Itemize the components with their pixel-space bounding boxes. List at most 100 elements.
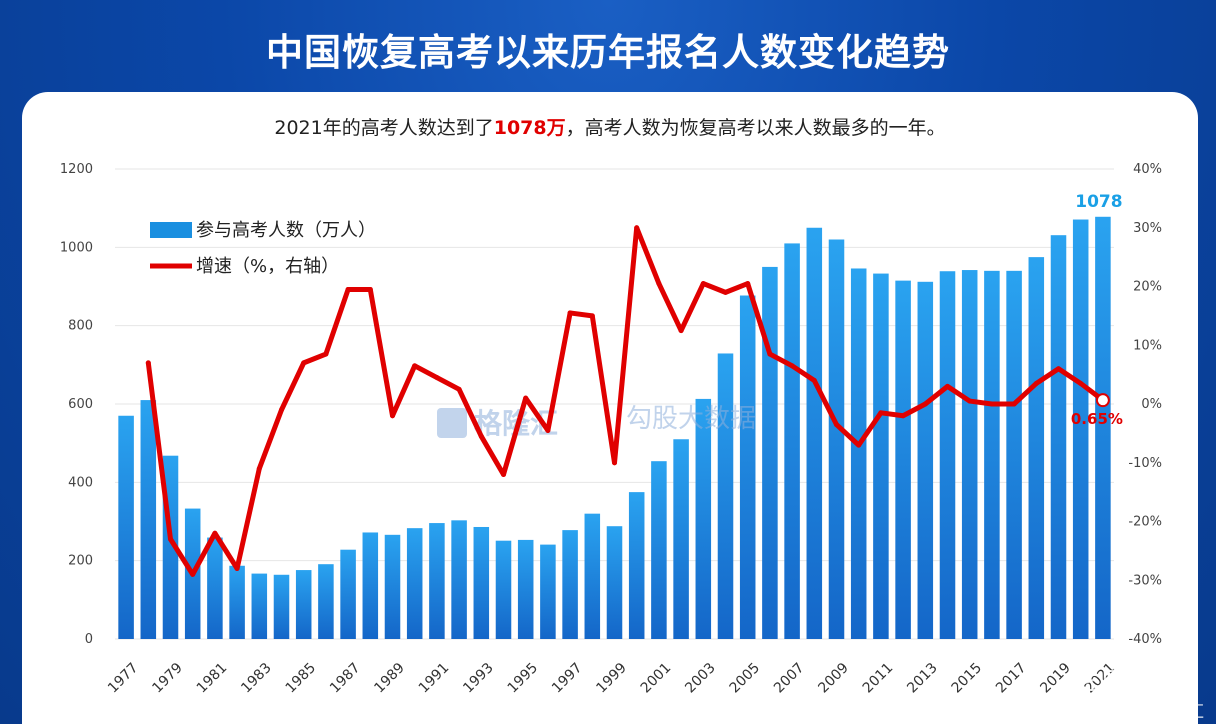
- bar: [784, 243, 800, 639]
- bar: [1006, 270, 1022, 639]
- bar: [739, 295, 756, 639]
- x-tick-label: 1997: [549, 660, 586, 697]
- x-tick-label: 1987: [327, 660, 364, 697]
- x-tick-label: 2003: [682, 660, 719, 697]
- line-point: [945, 383, 950, 389]
- bar: [495, 540, 512, 639]
- line-point: [1011, 401, 1017, 407]
- line-point: [745, 281, 751, 287]
- bar: [118, 415, 134, 639]
- bar: [895, 280, 911, 639]
- last-line-label: 0.65%: [1071, 410, 1123, 428]
- line-point: [367, 286, 373, 292]
- bar: [318, 564, 334, 639]
- line-point: [1033, 380, 1039, 386]
- bar-series: [118, 216, 1111, 640]
- bar: [340, 549, 356, 639]
- bar: [273, 574, 290, 639]
- line-point: [545, 427, 551, 433]
- line-point: [168, 536, 173, 542]
- line-point: [900, 413, 906, 419]
- subtitle: 2021年的高考人数达到了1078万，高考人数为恢复高考以来人数最多的一年。: [274, 117, 945, 139]
- bar: [517, 539, 534, 639]
- line-point: [612, 460, 617, 466]
- legend-bar-label: 参与高考人数（万人）: [196, 220, 376, 241]
- bar: [1050, 235, 1067, 640]
- line-point: [456, 386, 462, 392]
- bar: [1028, 257, 1045, 639]
- right-y-tick-label: -10%: [1128, 456, 1162, 471]
- line-point: [145, 360, 151, 366]
- chart-svg: 2021年的高考人数达到了1078万，高考人数为恢复高考以来人数最多的一年。 0…: [60, 117, 1162, 697]
- line-series: [145, 225, 1110, 577]
- line-point: [878, 410, 884, 416]
- x-tick-label: 1981: [194, 660, 231, 697]
- right-y-tick-label: 0%: [1141, 397, 1162, 412]
- chart-title: 中国恢复高考以来历年报名人数变化趋势: [266, 31, 950, 74]
- line-point: [567, 310, 573, 316]
- x-tick-label: 2009: [815, 660, 852, 697]
- bar: [717, 353, 734, 639]
- x-tick-label: 1983: [238, 660, 275, 697]
- right-y-tick-label: 30%: [1133, 221, 1162, 236]
- line-point: [767, 351, 773, 357]
- bar: [251, 573, 268, 639]
- subtitle-highlight: 1078万: [494, 117, 566, 139]
- bar: [651, 461, 667, 639]
- line-point: [523, 395, 529, 401]
- x-tick-label: 2015: [949, 660, 986, 697]
- legend-bar-swatch: [150, 222, 192, 238]
- bar: [207, 537, 223, 639]
- x-tick-label: 1979: [149, 660, 186, 697]
- right-y-tick-label: 40%: [1133, 162, 1162, 177]
- x-tick-label: 1977: [105, 660, 142, 697]
- watermark-text-right: 勾股大数据: [626, 404, 756, 434]
- line-point: [434, 375, 440, 381]
- line-point: [1095, 393, 1110, 408]
- x-tick-label: 2001: [638, 660, 675, 697]
- legend: 参与高考人数（万人） 增速（%，右轴）: [150, 220, 376, 277]
- x-tick-label: 1985: [283, 660, 320, 697]
- line-point: [390, 413, 395, 419]
- bar: [229, 565, 245, 639]
- growth-line: [145, 225, 1106, 577]
- bar: [762, 266, 778, 639]
- right-y-tick-label: 20%: [1133, 280, 1162, 295]
- line-point: [279, 407, 284, 413]
- x-tick-label: 1989: [371, 660, 408, 697]
- line-point: [789, 363, 795, 369]
- right-y-tick-label: 10%: [1133, 338, 1162, 353]
- watermark-handle: @格隆汇: [1139, 702, 1204, 721]
- right-y-tick-label: -30%: [1128, 573, 1162, 588]
- bar: [295, 570, 312, 639]
- bar: [828, 239, 845, 639]
- line-point: [1056, 366, 1061, 372]
- bar: [939, 271, 956, 639]
- bar: [140, 400, 157, 639]
- bar: [473, 526, 490, 639]
- legend-line-label: 增速（%，右轴）: [196, 256, 339, 277]
- left-y-axis: 0 200 400 600 800 1000 1200: [60, 162, 93, 647]
- bar: [429, 523, 445, 639]
- line-point: [678, 328, 684, 334]
- left-y-tick-label: 400: [68, 475, 93, 490]
- bar: [540, 544, 556, 639]
- x-tick-label: 1993: [460, 660, 497, 697]
- line-point: [412, 363, 418, 369]
- line-point: [834, 422, 839, 428]
- bar: [384, 534, 401, 639]
- left-y-tick-label: 600: [68, 397, 93, 412]
- left-y-tick-label: 1000: [60, 240, 93, 255]
- last-bar-label: 1078: [1075, 192, 1122, 212]
- line-point: [856, 442, 862, 448]
- watermark-logo-icon: [437, 408, 467, 438]
- line-point: [922, 401, 928, 407]
- line-point: [212, 530, 218, 536]
- bar: [451, 520, 467, 639]
- bar: [806, 227, 823, 639]
- line-point: [589, 313, 595, 319]
- line-point: [478, 433, 484, 439]
- line-point: [1078, 380, 1084, 386]
- bar: [984, 270, 1000, 639]
